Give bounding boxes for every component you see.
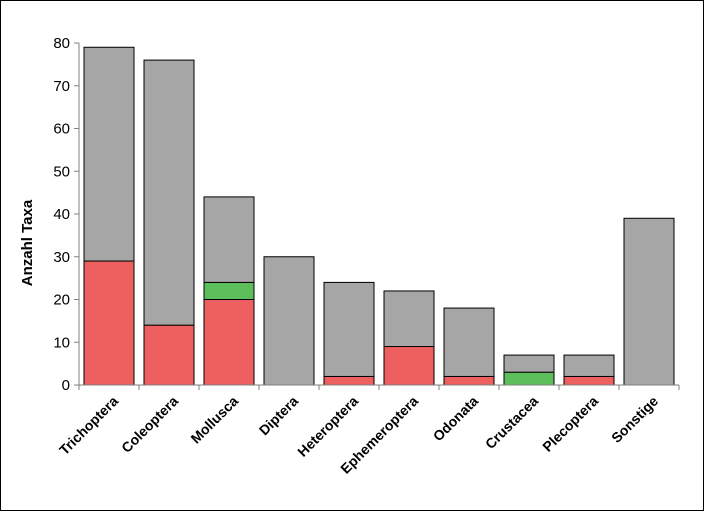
x-category-label: Mollusca bbox=[187, 393, 241, 447]
bar-segment-ephemeroptera-2 bbox=[383, 290, 435, 348]
bar-segment-coleoptera-2 bbox=[143, 59, 195, 326]
bar-segment-plecoptera-0 bbox=[563, 375, 615, 386]
axes-group bbox=[74, 42, 680, 390]
x-category-label: Sonstige bbox=[608, 393, 661, 446]
y-tick-label: 30 bbox=[53, 249, 70, 266]
y-tick-label: 60 bbox=[53, 121, 70, 138]
bar-segment-odonata-0 bbox=[443, 375, 495, 386]
x-category-label: Odonata bbox=[430, 393, 482, 445]
bar-segment-trichoptera-0 bbox=[83, 260, 135, 386]
y-tick-label: 0 bbox=[62, 377, 70, 394]
x-category-label: Coleoptera bbox=[118, 393, 181, 456]
x-category-label: Trichoptera bbox=[56, 393, 121, 458]
x-category-label: Plecoptera bbox=[539, 393, 601, 455]
y-axis-label: Anzahl Taxa bbox=[19, 199, 36, 286]
y-tick-label: 10 bbox=[53, 334, 70, 351]
bar-segment-crustacea-1 bbox=[503, 371, 555, 386]
y-tick-label: 80 bbox=[53, 35, 70, 52]
y-tick-label: 40 bbox=[53, 206, 70, 223]
bar-segment-odonata-2 bbox=[443, 307, 495, 377]
bar-segment-trichoptera-2 bbox=[83, 46, 135, 262]
x-category-label: Diptera bbox=[256, 393, 302, 439]
bar-segment-mollusca-2 bbox=[203, 196, 255, 283]
bars-group bbox=[83, 46, 675, 386]
y-tick-label: 50 bbox=[53, 163, 70, 180]
bar-segment-crustacea-2 bbox=[503, 354, 555, 373]
bar-segment-heteroptera-0 bbox=[323, 375, 375, 386]
bar-segment-heteroptera-2 bbox=[323, 281, 375, 377]
bar-segment-plecoptera-2 bbox=[563, 354, 615, 377]
y-tick-label: 70 bbox=[53, 78, 70, 95]
x-category-label: Heteroptera bbox=[294, 393, 361, 460]
y-tick-labels: 0 10 20 30 40 50 60 70 80 bbox=[53, 35, 70, 394]
bar-segment-diptera-2 bbox=[263, 256, 315, 386]
bar-segment-mollusca-1 bbox=[203, 281, 255, 300]
bar-segment-sonstige-2 bbox=[623, 217, 675, 386]
x-category-label: Crustacea bbox=[482, 393, 541, 452]
bar-segment-mollusca-0 bbox=[203, 299, 255, 386]
bar-segment-coleoptera-0 bbox=[143, 324, 195, 386]
y-tick-label: 20 bbox=[53, 292, 70, 309]
bar-segment-ephemeroptera-0 bbox=[383, 346, 435, 386]
